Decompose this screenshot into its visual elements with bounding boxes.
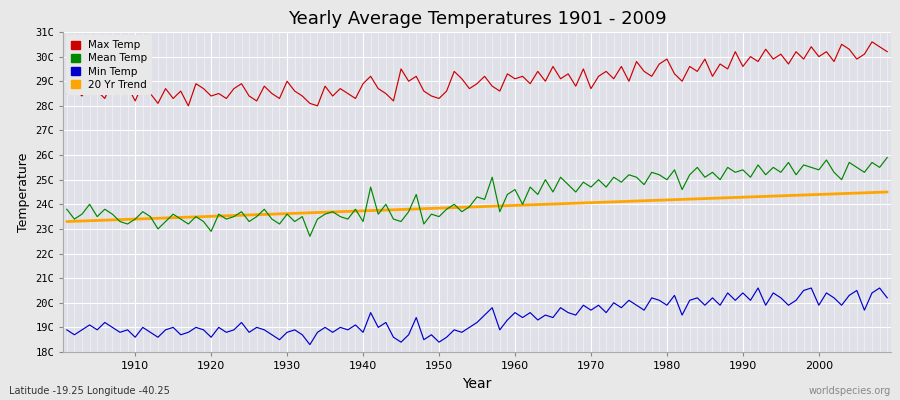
X-axis label: Year: Year <box>463 376 491 390</box>
Y-axis label: Temperature: Temperature <box>17 152 30 232</box>
Text: Latitude -19.25 Longitude -40.25: Latitude -19.25 Longitude -40.25 <box>9 386 170 396</box>
Legend: Max Temp, Mean Temp, Min Temp, 20 Yr Trend: Max Temp, Mean Temp, Min Temp, 20 Yr Tre… <box>66 35 152 95</box>
Title: Yearly Average Temperatures 1901 - 2009: Yearly Average Temperatures 1901 - 2009 <box>288 10 666 28</box>
Text: worldspecies.org: worldspecies.org <box>809 386 891 396</box>
